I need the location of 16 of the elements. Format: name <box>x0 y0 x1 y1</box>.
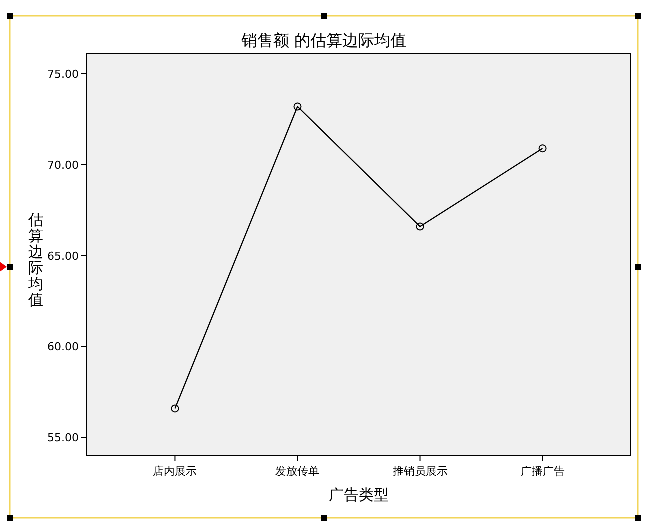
y-tick-label: 60.00 <box>48 340 79 354</box>
y-tick-label: 65.00 <box>48 250 79 263</box>
y-axis-title: 估算边际均值 <box>28 211 44 309</box>
point <box>538 144 547 153</box>
x-tick-label: 广播广告 <box>520 465 565 478</box>
point <box>294 102 302 111</box>
chart-title: 销售额 的估算边际均值 <box>240 31 407 50</box>
y-tick-label: 75.00 <box>48 68 79 81</box>
x-axis-title: 广告类型 <box>329 486 389 504</box>
x-tick-label: 发放传单 <box>276 465 320 478</box>
x-tick-label: 店内展示 <box>153 465 198 478</box>
x-tick-label: 推销员展示 <box>392 465 448 478</box>
y-tick-label: 55.00 <box>48 432 79 445</box>
point <box>416 222 424 231</box>
y-tick-label: 70.00 <box>48 158 79 172</box>
point <box>171 404 180 413</box>
